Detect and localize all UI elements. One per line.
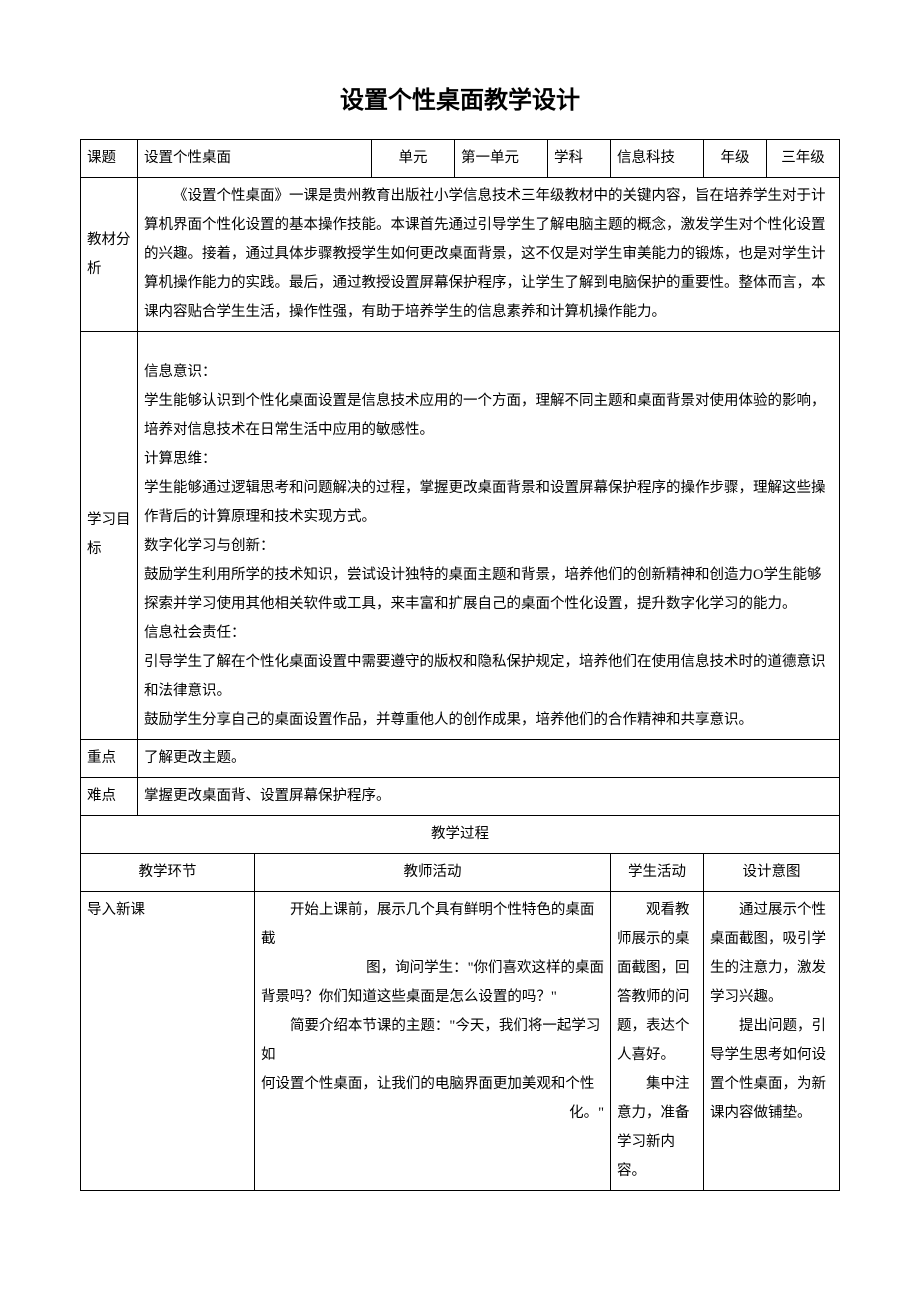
unit-label: 单元 [372,140,455,178]
col-phase: 教学环节 [81,853,255,891]
process-columns-row: 教学环节 教师活动 学生活动 设计意图 [81,853,840,891]
objectives-text: 信息意识： 学生能够认识到个性化桌面设置是信息技术应用的一个方面，理解不同主题和… [138,332,840,740]
analysis-row: 教材分析 《设置个性桌面》一课是贵州教育出版社小学信息技术三年级教材中的关键内容… [81,178,840,332]
obj-p2: 学生能够通过逻辑思考和问题解决的过程，掌握更改桌面背景和设置屏幕保护程序的操作步… [144,474,833,532]
intro-t5: 何设置个性桌面，让我们的电脑界面更加美观和个性 [261,1070,604,1099]
subject-label: 学科 [548,140,611,178]
difficulty-label: 难点 [81,777,138,815]
subject-value: 信息科技 [611,140,704,178]
page-title: 设置个性桌面教学设计 [80,80,840,115]
lesson-plan-table: 课题 设置个性桌面 单元 第一单元 学科 信息科技 年级 三年级 教材分析 《设… [80,139,840,1191]
intro-student: 观看教师展示的桌面截图，回答教师的问题，表达个人喜好。 集中注意力，准备学习新内… [611,891,704,1190]
obj-h1: 信息意识： [144,358,833,387]
intro-phase: 导入新课 [81,891,255,1190]
intro-t6: 化。" [261,1099,604,1128]
topic-label: 课题 [81,140,138,178]
keypoint-text: 了解更改主题。 [138,739,840,777]
intro-teacher: 开始上课前，展示几个具有鲜明个性特色的桌面截 图，询问学生："你们喜欢这样的桌面… [254,891,610,1190]
intro-intent: 通过展示个性桌面截图，吸引学生的注意力，激发学习兴趣。 提出问题，引导学生思考如… [704,891,840,1190]
intro-t3: 背景吗？你们知道这些桌面是怎么设置的吗？" [261,983,604,1012]
obj-p3: 鼓励学生利用所学的技术知识，尝试设计独特的桌面主题和背景，培养他们的创新精神和创… [144,561,833,619]
analysis-label: 教材分析 [81,178,138,332]
objectives-label: 学习目标 [81,332,138,740]
process-title: 教学过程 [81,815,840,853]
objectives-row: 学习目标 信息意识： 学生能够认识到个性化桌面设置是信息技术应用的一个方面，理解… [81,332,840,740]
obj-p1: 学生能够认识到个性化桌面设置是信息技术应用的一个方面，理解不同主题和桌面背景对使… [144,387,833,445]
topic-value: 设置个性桌面 [138,140,372,178]
analysis-text: 《设置个性桌面》一课是贵州教育出版社小学信息技术三年级教材中的关键内容，旨在培养… [138,178,840,332]
obj-p5: 鼓励学生分享自己的桌面设置作品，并尊重他人的创作成果，培养他们的合作精神和共享意… [144,706,833,735]
keypoint-label: 重点 [81,739,138,777]
grade-value: 三年级 [767,140,840,178]
process-title-row: 教学过程 [81,815,840,853]
obj-h4: 信息社会责任： [144,619,833,648]
keypoint-row: 重点 了解更改主题。 [81,739,840,777]
header-row: 课题 设置个性桌面 单元 第一单元 学科 信息科技 年级 三年级 [81,140,840,178]
obj-p4: 引导学生了解在个性化桌面设置中需要遵守的版权和隐私保护规定，培养他们在使用信息技… [144,648,833,706]
grade-label: 年级 [704,140,767,178]
col-intent: 设计意图 [704,853,840,891]
intro-row: 导入新课 开始上课前，展示几个具有鲜明个性特色的桌面截 图，询问学生："你们喜欢… [81,891,840,1190]
difficulty-text: 掌握更改桌面背、设置屏幕保护程序。 [138,777,840,815]
unit-value: 第一单元 [455,140,548,178]
intro-t4: 简要介绍本节课的主题："今天，我们将一起学习如 [261,1012,604,1070]
intro-t1: 开始上课前，展示几个具有鲜明个性特色的桌面截 [261,896,604,954]
obj-h2: 计算思维： [144,445,833,474]
analysis-content: 《设置个性桌面》一课是贵州教育出版社小学信息技术三年级教材中的关键内容，旨在培养… [144,182,833,327]
col-teacher: 教师活动 [254,853,610,891]
difficulty-row: 难点 掌握更改桌面背、设置屏幕保护程序。 [81,777,840,815]
col-student: 学生活动 [611,853,704,891]
intro-t2: 图，询问学生："你们喜欢这样的桌面 [261,954,604,983]
obj-h3: 数字化学习与创新： [144,532,833,561]
